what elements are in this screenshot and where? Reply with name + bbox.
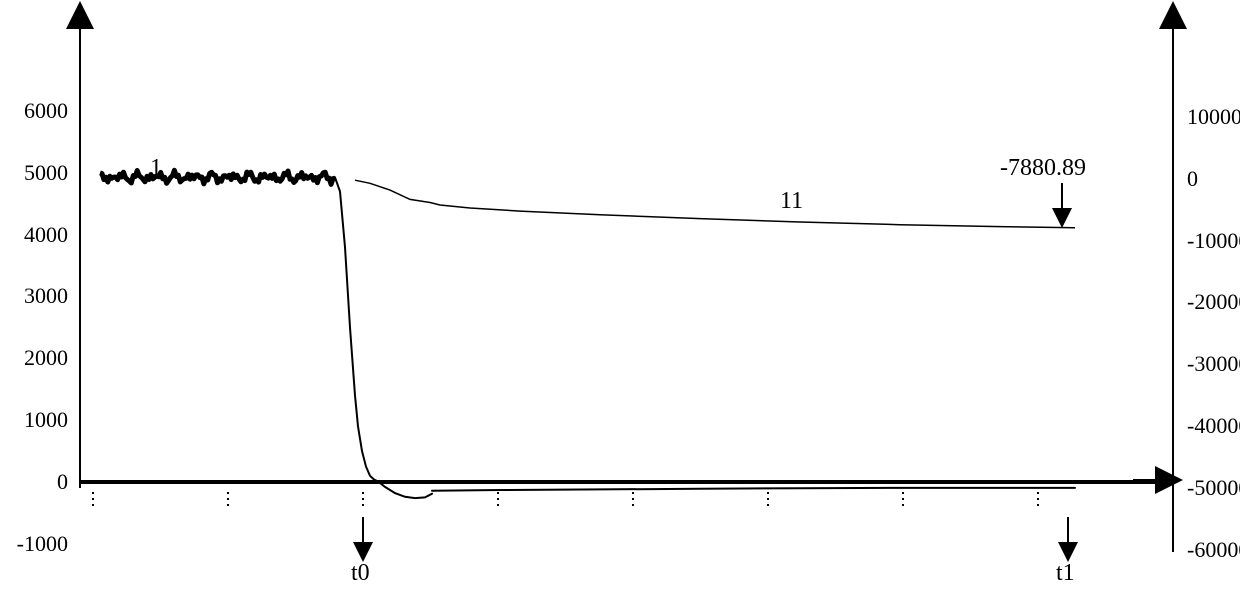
series1-label: 1	[150, 155, 162, 182]
left-axis-tick: 1000	[24, 407, 68, 433]
left-axis-tick: -1000	[17, 531, 68, 557]
left-axis-tick: 3000	[24, 283, 68, 309]
right-axis-tick: -30000	[1187, 351, 1240, 377]
right-axis-tick: -60000	[1187, 537, 1240, 563]
right-axis-tick: 10000	[1187, 104, 1240, 130]
left-axis-tick: 0	[57, 469, 68, 495]
x-annotation-t0: t0	[351, 560, 370, 587]
right-axis-tick: -40000	[1187, 413, 1240, 439]
left-axis-tick: 2000	[24, 345, 68, 371]
left-axis-tick: 5000	[24, 160, 68, 186]
left-axis-tick: 4000	[24, 222, 68, 248]
series11-end-value: -7880.89	[1000, 155, 1086, 182]
dual-axis-chart: -10000100020003000400050006000-60000-500…	[0, 0, 1240, 611]
series11-label: 11	[780, 188, 803, 215]
right-axis-tick: -10000	[1187, 228, 1240, 254]
x-annotation-t1: t1	[1056, 560, 1075, 587]
left-axis-tick: 6000	[24, 98, 68, 124]
chart-svg	[0, 0, 1240, 611]
right-axis-tick: 0	[1187, 166, 1198, 192]
right-axis-tick: -50000	[1187, 475, 1240, 501]
right-axis-tick: -20000	[1187, 289, 1240, 315]
